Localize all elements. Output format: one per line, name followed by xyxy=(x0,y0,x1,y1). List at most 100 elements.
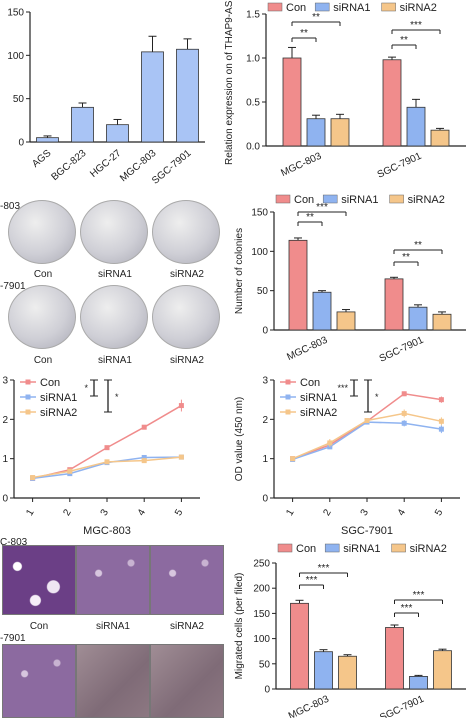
chart-e-series-line xyxy=(292,421,442,461)
proliferation-sgc7901-chart: 0 1 2 3 OD value (450 nm) 1 2 3 4 5 Con siRNA1 siRNA… xyxy=(230,370,474,535)
chart-c-ytick-label: 0 xyxy=(262,326,268,337)
chart-b-legend-swatch xyxy=(267,2,283,12)
chart-d-point xyxy=(104,459,110,465)
transwell-image-sirna1-2 xyxy=(76,644,150,718)
chart-b-ytick-label: 1.0 xyxy=(246,54,260,65)
chart-a-bar xyxy=(71,106,94,143)
chart-e-legend-marker xyxy=(285,379,291,385)
chart-e-point xyxy=(401,391,407,397)
chart-f-bar xyxy=(338,655,357,690)
chart-f-xtick-label: MGC-803 xyxy=(287,694,331,718)
chart-e-xtick-label: 5 xyxy=(433,507,446,518)
chart-e-sig-label: * xyxy=(375,392,379,402)
chart-e-sig-label: *** xyxy=(337,383,348,393)
chart-f-legend-swatch xyxy=(391,543,406,553)
chart-c-sig-label: ** xyxy=(306,212,314,223)
chart-f-legend-swatch xyxy=(277,543,293,553)
chart-b-bar xyxy=(406,106,426,147)
chart-f-bar xyxy=(385,627,404,690)
chart-c-sig-label: ** xyxy=(414,240,422,251)
colony-label-sirna1-2: siRNA1 xyxy=(98,355,132,366)
colony-label-sirna1-1: siRNA1 xyxy=(98,269,132,280)
chart-e-legend-label: siRNA1 xyxy=(300,392,337,404)
chart-c-bar xyxy=(384,278,404,331)
chart-b-ytick-label: 0.5 xyxy=(246,98,260,109)
chart-f-legend-label: siRNA2 xyxy=(410,543,447,555)
chart-d-ytick-label: 1 xyxy=(2,454,8,465)
chart-c-bar xyxy=(336,311,356,331)
chart-f-bar xyxy=(409,675,428,690)
chart-c-bar xyxy=(288,239,308,331)
chart-d-legend-marker xyxy=(25,409,31,415)
colony-label-con-1: Con xyxy=(33,269,53,280)
transwell-images: C-803 Con siRNA1 siRNA2 -7901 xyxy=(0,537,228,718)
chart-c-sig-label: *** xyxy=(316,202,328,213)
chart-d-point xyxy=(141,458,147,464)
chart-d-point xyxy=(141,424,147,430)
migration-bar-chart-svg: 0 50 100 150 200 250 Migrated cells (per filed… xyxy=(234,543,466,718)
chart-e-x-title: SGC-7901 xyxy=(341,525,393,535)
chart-b-sig-label: ** xyxy=(312,12,320,23)
chart-c-y-title: Number of colonies xyxy=(234,228,245,314)
chart-b-sig-label: ** xyxy=(400,35,408,46)
chart-b-legend-swatch xyxy=(314,2,330,12)
chart-f-ytick-label: 50 xyxy=(259,659,271,670)
chart-f-ytick-label: 0 xyxy=(264,685,270,696)
expression-bar-chart: 0 50 100 150 AGS BGC-823 HGC-27 MGC-803 SGC-7901 xyxy=(0,0,215,190)
chart-a-xtick-label: BGC-823 xyxy=(49,148,88,184)
chart-e-ytick-label: 0 xyxy=(262,494,268,505)
transwell-image-sirna1-1 xyxy=(76,545,150,615)
chart-d-point xyxy=(141,454,147,460)
chart-d-point xyxy=(178,454,184,460)
transwell-label-sirna1: siRNA1 xyxy=(96,621,130,632)
chart-b-xtick-label: SGC-7901 xyxy=(376,151,424,181)
transwell-image-sirna2-1 xyxy=(150,545,224,615)
colony-count-chart-svg: 0 50 100 150 Number of colonies MGC-803 SGC-79… xyxy=(234,194,466,365)
chart-c-bar xyxy=(432,313,452,331)
chart-a-ytick-label: 150 xyxy=(7,8,24,19)
colony-dish-sirna2-2 xyxy=(152,285,220,349)
chart-d-ytick-label: 3 xyxy=(2,376,8,387)
chart-b-ytick-label: 0.0 xyxy=(246,142,260,153)
chart-e-xtick-label: 1 xyxy=(284,507,297,518)
chart-f-sig-label: *** xyxy=(306,575,318,586)
chart-d-point xyxy=(178,403,184,409)
chart-b-legend-label: Con xyxy=(286,2,306,14)
chart-e-point xyxy=(327,440,333,446)
chart-a-xtick-label: AGS xyxy=(30,148,54,170)
chart-f-bar xyxy=(433,650,452,690)
chart-b-bar xyxy=(282,57,302,147)
proliferation-mgc803-chart-svg: 0 1 2 3 1 2 3 4 5 Con siRNA1 siRNA2 * * MGC-803 xyxy=(2,376,200,535)
chart-a-xtick-label: SGC-7901 xyxy=(150,148,194,187)
chart-e-point xyxy=(290,456,296,462)
chart-b-y-title: Relation expression on of THAP9-AS1 xyxy=(224,0,235,165)
colony-label-sirna2-2: siRNA2 xyxy=(170,355,204,366)
chart-d-x-title: MGC-803 xyxy=(83,525,131,535)
chart-e-xtick-label: 4 xyxy=(396,507,409,518)
chart-f-legend-swatch xyxy=(324,543,340,553)
chart-c-bar xyxy=(408,306,428,331)
transwell-label-sirna2: siRNA2 xyxy=(170,621,204,632)
chart-b-sig-label: ** xyxy=(300,28,308,39)
chart-a-ytick-label: 0 xyxy=(18,138,24,149)
chart-e-point xyxy=(438,418,444,424)
chart-e-ytick-label: 1 xyxy=(262,454,268,465)
chart-c-xtick-label: SGC-7901 xyxy=(378,335,426,365)
chart-d-point xyxy=(104,445,110,451)
chart-c-legend-label: siRNA1 xyxy=(341,194,378,206)
chart-e-ytick-label: 2 xyxy=(262,415,268,426)
chart-a-ytick-label: 50 xyxy=(13,94,25,105)
chart-c-sig-label: ** xyxy=(402,252,410,263)
chart-e-legend-label: Con xyxy=(300,377,320,389)
chart-d-xtick-label: 5 xyxy=(173,507,186,518)
chart-b-legend-label: siRNA2 xyxy=(400,2,437,14)
chart-f-sig-label: *** xyxy=(401,603,413,614)
transwell-label-con: Con xyxy=(29,621,49,632)
chart-e-legend-marker xyxy=(285,409,291,415)
chart-f-legend-label: siRNA1 xyxy=(343,543,380,555)
chart-d-point xyxy=(67,468,73,474)
chart-d-legend-marker xyxy=(25,379,31,385)
transwell-image-con-1 xyxy=(2,545,76,615)
chart-e-ytick-label: 3 xyxy=(262,376,268,387)
